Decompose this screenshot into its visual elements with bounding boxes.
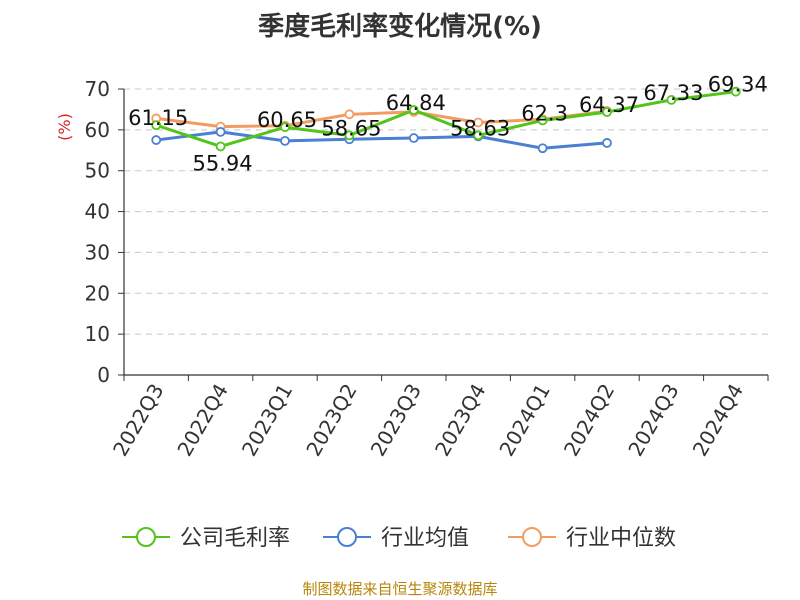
y-tick-label: 70: [85, 77, 110, 101]
x-tick-label: 2023Q4: [430, 380, 490, 461]
x-tick-label: 2024Q1: [494, 380, 554, 461]
data-label: 69.34: [708, 73, 768, 97]
x-tick-label: 2022Q3: [108, 380, 168, 461]
y-tick-label: 20: [85, 281, 110, 305]
data-label: 64.84: [386, 91, 446, 115]
data-label: 62.3: [521, 101, 568, 125]
data-label: 64.37: [579, 93, 639, 117]
series-point: [215, 141, 226, 152]
series-point: [151, 135, 162, 145]
series-point: [602, 107, 612, 117]
legend-label: 公司毛利率: [180, 526, 290, 551]
data-label: 58.63: [450, 116, 510, 140]
series-point: [473, 117, 484, 128]
series-point: [602, 138, 612, 148]
series: [151, 86, 741, 154]
x-tick-label: 2022Q4: [172, 380, 232, 461]
source-note: 制图数据来自恒生聚源数据库: [302, 580, 497, 598]
legend-label: 行业中位数: [566, 526, 676, 551]
y-tick-label: 60: [85, 118, 110, 142]
series-point: [408, 133, 419, 143]
series-point: [537, 143, 548, 154]
legend-item: 行业均值: [323, 526, 469, 551]
legend: 公司毛利率 行业均值 行业中位数: [122, 526, 676, 551]
y-tick-label: 30: [85, 240, 110, 264]
series-point: [666, 95, 677, 105]
legend-marker: [522, 527, 542, 547]
x-tick-label: 2023Q1: [237, 380, 297, 461]
series-point: [151, 120, 162, 131]
series-point: [537, 115, 548, 126]
y-tick-label: 10: [85, 322, 110, 346]
data-label: 67.33: [643, 81, 703, 105]
grid-lines: [124, 88, 768, 335]
x-tick-label: 2024Q4: [688, 380, 748, 461]
legend-label: 行业均值: [381, 526, 469, 551]
chart-title: 季度毛利率变化情况(%): [258, 11, 542, 42]
series-point: [408, 105, 419, 115]
legend-item: 行业中位数: [508, 526, 676, 551]
legend-item: 公司毛利率: [122, 526, 290, 551]
series-line: [156, 130, 608, 150]
y-tick-label: 0: [97, 363, 110, 387]
series-point: [730, 86, 741, 97]
data-label: 60.65: [257, 108, 317, 132]
x-tick-label: 2023Q2: [301, 380, 361, 461]
y-axis-label: (%): [55, 113, 74, 141]
legend-marker: [136, 527, 156, 547]
series-point: [344, 130, 355, 141]
series-line: [155, 90, 736, 148]
series-point: [344, 109, 355, 120]
series-line: [156, 109, 608, 129]
y-tick-label: 50: [85, 159, 110, 183]
data-label: 61.15: [128, 106, 188, 130]
data-label: 58.65: [321, 116, 381, 140]
legend-marker: [337, 527, 357, 547]
data-label: 55.94: [193, 151, 253, 175]
x-tick-label: 2024Q3: [623, 380, 683, 461]
series-point: [215, 126, 226, 137]
x-tick-label: 2024Q2: [559, 380, 619, 461]
x-tick-label: 2023Q3: [366, 380, 426, 461]
series-point: [280, 135, 290, 146]
y-tick-label: 40: [85, 200, 110, 224]
series-point: [473, 130, 484, 141]
series-point: [280, 122, 290, 133]
